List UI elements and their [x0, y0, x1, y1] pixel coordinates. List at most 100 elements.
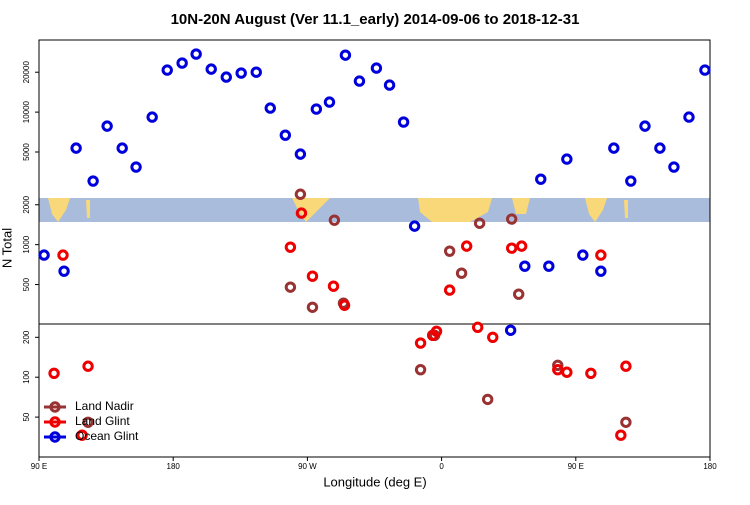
y-axis-label: N Total — [0, 228, 14, 268]
point — [327, 280, 340, 292]
land — [86, 200, 90, 218]
y-tick-label: 500 — [22, 277, 31, 291]
point — [338, 299, 351, 311]
point — [130, 161, 142, 173]
point — [235, 67, 247, 79]
point — [161, 64, 173, 76]
legend-marker — [49, 416, 61, 428]
legend-marker — [49, 401, 61, 413]
point — [339, 49, 352, 61]
point — [397, 116, 410, 128]
chart-title: 10N-20N August (Ver 11.1_early) 2014-09-… — [171, 11, 580, 28]
point — [515, 240, 528, 252]
point — [284, 281, 297, 293]
map-strip — [39, 198, 710, 222]
point — [294, 188, 307, 200]
point — [535, 173, 547, 185]
point — [620, 416, 632, 428]
point — [306, 301, 319, 313]
point — [699, 64, 711, 76]
point — [430, 325, 443, 337]
point — [82, 360, 94, 372]
y-tick-label: 2000 — [22, 195, 31, 213]
point — [561, 366, 573, 378]
point — [481, 393, 494, 406]
point — [471, 321, 484, 333]
point — [48, 367, 60, 380]
point — [306, 270, 319, 282]
point — [57, 249, 69, 261]
point — [353, 75, 366, 87]
point — [146, 111, 158, 123]
land — [48, 198, 70, 222]
point — [176, 57, 188, 69]
point — [620, 360, 632, 372]
point — [328, 214, 341, 226]
point — [505, 242, 518, 254]
point — [625, 175, 637, 187]
point — [82, 416, 94, 428]
land — [624, 200, 628, 218]
point — [414, 337, 427, 349]
point — [70, 142, 82, 154]
point — [683, 111, 695, 123]
point — [473, 217, 486, 229]
point — [519, 260, 531, 272]
x-tick-label: 90 E — [568, 462, 584, 471]
point — [310, 103, 323, 115]
point — [38, 249, 50, 261]
x-tick-label: 180 — [167, 462, 181, 471]
point — [383, 79, 396, 91]
point — [414, 363, 427, 376]
point — [279, 129, 292, 141]
ocean-band — [39, 198, 710, 222]
point — [487, 331, 499, 344]
x-tick-label: 180 — [703, 462, 717, 471]
land — [292, 198, 330, 222]
x-axis-label: Longitude (deg E) — [323, 474, 426, 489]
point — [595, 265, 607, 277]
point — [58, 265, 70, 277]
y-tick-label: 5000 — [22, 143, 31, 161]
point — [543, 260, 555, 272]
y-tick-label: 50 — [22, 412, 31, 421]
y-tick-label: 20000 — [22, 61, 31, 84]
legend-label: Ocean Glint — [75, 429, 139, 443]
land — [512, 198, 530, 214]
point — [294, 148, 307, 160]
land — [418, 198, 492, 222]
legend-label: Land Glint — [75, 414, 130, 428]
point — [116, 142, 128, 154]
point — [577, 249, 589, 261]
point — [504, 324, 517, 336]
point — [76, 429, 88, 441]
y-tick-label: 200 — [22, 330, 31, 344]
x-tick-label: 0 — [439, 462, 444, 471]
point — [323, 96, 336, 108]
point — [443, 245, 456, 257]
point — [512, 288, 525, 300]
point — [443, 284, 456, 296]
point — [370, 62, 383, 74]
point — [561, 153, 573, 165]
point — [505, 213, 518, 225]
point — [654, 142, 666, 154]
x-tick-label: 90 E — [31, 462, 47, 471]
y-tick-label: 1000 — [22, 235, 31, 253]
point — [668, 161, 680, 173]
land — [585, 198, 607, 222]
point — [455, 267, 468, 279]
x-tick-label: 90 W — [298, 462, 317, 471]
point — [205, 63, 217, 75]
plot-frame — [38, 39, 711, 458]
point — [595, 249, 607, 261]
point — [295, 207, 308, 219]
point — [608, 142, 620, 154]
y-tick-label: 100 — [22, 370, 31, 384]
legend-marker — [49, 431, 61, 443]
y-tick-label: 10000 — [22, 100, 31, 123]
point — [264, 102, 276, 114]
point — [585, 367, 597, 380]
point — [615, 429, 627, 441]
